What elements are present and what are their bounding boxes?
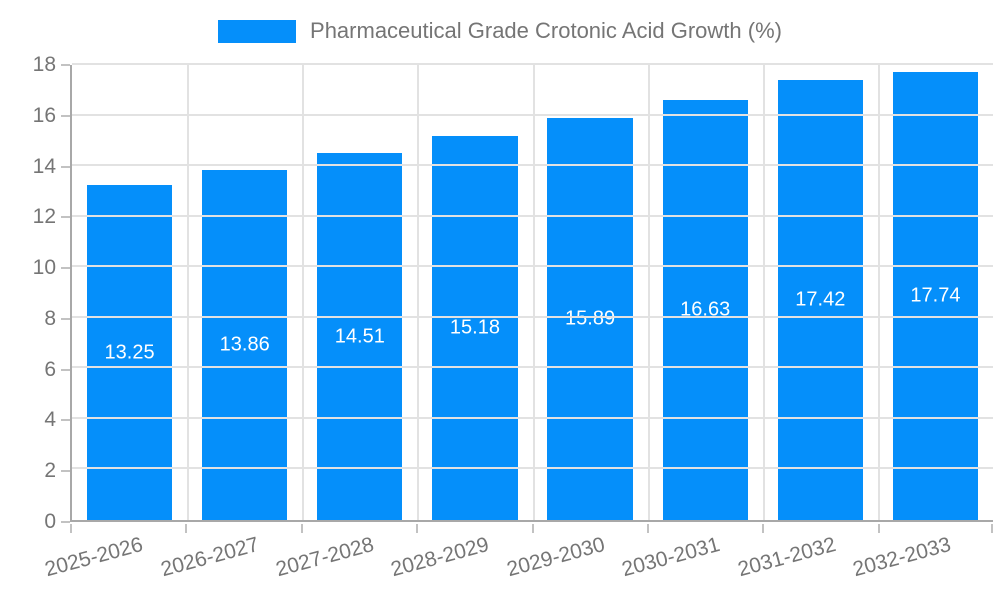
y-axis-tick	[61, 368, 70, 371]
y-axis-tick	[61, 521, 70, 523]
bar: 14.51	[317, 153, 403, 520]
y-tick-label: 14	[32, 154, 56, 178]
x-axis-tick	[185, 524, 188, 533]
x-axis-tick	[70, 524, 72, 533]
bar-slot: 17.42	[763, 65, 878, 520]
y-tick-label: 0	[44, 510, 56, 533]
bar-value-label: 15.89	[565, 307, 616, 330]
gridline-vertical	[647, 65, 650, 520]
gridline-vertical	[417, 65, 420, 520]
bar-slot: 16.63	[648, 65, 763, 520]
bar: 13.25	[86, 185, 173, 520]
bar: 17.74	[892, 71, 979, 520]
legend-label: Pharmaceutical Grade Crotonic Acid Growt…	[310, 18, 782, 43]
plot-area: 13.25 13.86 14.51 15.18 15.89 16.63 17.42 17.74	[70, 63, 993, 522]
x-tick-label: 2029-2030	[504, 533, 608, 582]
x-axis-tick	[300, 524, 303, 533]
y-axis-tick	[61, 165, 70, 168]
bar-slot: 13.86	[187, 65, 302, 520]
bar: 17.42	[777, 79, 863, 520]
y-tick-label: 16	[32, 103, 56, 127]
bar-slot: 15.89	[533, 65, 648, 520]
y-axis-tick	[61, 317, 70, 320]
gridline-vertical	[187, 65, 190, 520]
y-axis-tick	[61, 64, 70, 66]
gridline-vertical	[762, 65, 765, 520]
x-tick-label: 2032-2033	[850, 533, 954, 582]
bar-slot: 14.51	[302, 65, 417, 520]
y-axis-tick	[61, 267, 70, 270]
y-tick-label: 2	[44, 459, 56, 483]
bar-slot: 17.74	[878, 65, 993, 520]
bar-value-label: 16.63	[680, 298, 731, 321]
gridline-vertical	[532, 65, 535, 520]
x-axis-tick	[762, 524, 765, 533]
legend-swatch	[218, 19, 297, 43]
y-axis-tick	[61, 216, 70, 219]
bar-value-label: 17.42	[795, 288, 846, 311]
y-axis-tick	[61, 419, 70, 422]
x-tick-label: 2026-2027	[158, 533, 262, 582]
bar: 15.89	[547, 118, 633, 520]
y-tick-label: 4	[44, 408, 56, 432]
y-tick-label: 8	[44, 306, 56, 330]
bar: 13.86	[202, 169, 288, 520]
legend[interactable]: Pharmaceutical Grade Crotonic Acid Growt…	[0, 18, 1000, 44]
bar-value-label: 17.74	[910, 284, 961, 307]
x-tick-label: 2027-2028	[273, 533, 377, 582]
y-tick-label: 18	[32, 53, 56, 76]
y-tick-label: 6	[44, 357, 56, 381]
bar-slot: 13.25	[72, 65, 187, 520]
x-axis-tick	[991, 524, 993, 533]
x-tick-label: 2031-2032	[734, 533, 838, 582]
bar: 16.63	[662, 99, 748, 520]
y-axis-tick	[61, 470, 70, 473]
bar-value-label: 13.86	[219, 333, 270, 356]
x-axis-tick	[646, 524, 649, 533]
x-axis-tick	[877, 524, 880, 533]
bar-value-label: 15.18	[449, 316, 500, 339]
bar-value-label: 14.51	[334, 325, 385, 348]
gridline-vertical	[302, 65, 305, 520]
x-tick-label: 2025-2026	[42, 533, 146, 582]
y-axis-tick	[61, 114, 70, 117]
x-tick-label: 2028-2029	[388, 533, 492, 582]
gridline-horizontal	[72, 63, 993, 65]
x-tick-label: 2030-2031	[619, 533, 723, 582]
bar-slot: 15.18	[417, 65, 532, 520]
bar-value-label: 13.25	[104, 341, 155, 364]
bar: 15.18	[432, 136, 518, 520]
gridline-vertical	[877, 65, 880, 520]
x-axis-tick	[531, 524, 534, 533]
bars-container: 13.25 13.86 14.51 15.18 15.89 16.63 17.42 17.74	[72, 65, 993, 520]
x-axis-tick	[416, 524, 419, 533]
y-tick-label: 10	[32, 256, 56, 280]
y-tick-label: 12	[32, 205, 56, 229]
